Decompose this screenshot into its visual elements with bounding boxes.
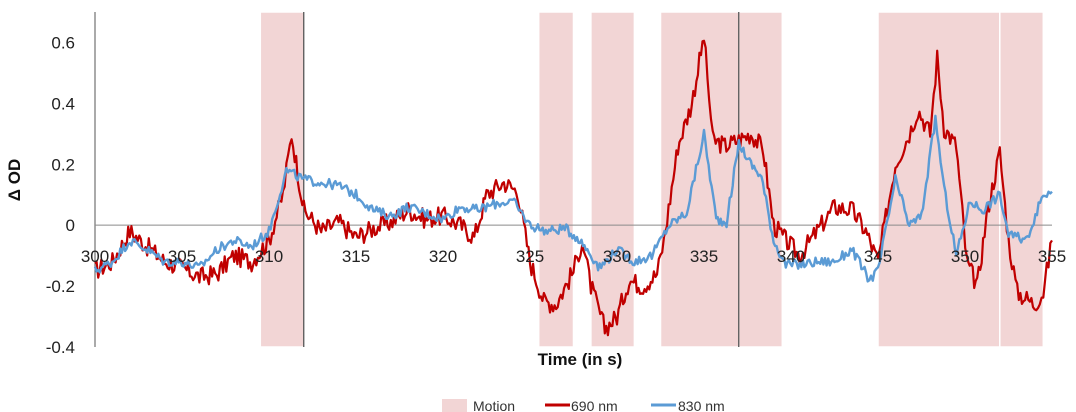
x-tick-label: 355: [1038, 247, 1066, 266]
legend-label-motion: Motion: [473, 398, 515, 412]
y-tick-label: -0.4: [46, 338, 75, 357]
x-tick-label: 305: [168, 247, 196, 266]
series-line-690nm: [94, 39, 1053, 337]
x-tick-label: 345: [864, 247, 892, 266]
x-tick-label: 320: [429, 247, 457, 266]
x-tick-label: 335: [690, 247, 718, 266]
motion-band: [999, 11, 1045, 348]
x-tick-label: 300: [81, 247, 109, 266]
y-axis-title: Δ OD: [5, 159, 24, 201]
legend: Motion 690 nm 830 nm: [442, 398, 725, 412]
y-tick-label: 0.6: [51, 33, 75, 52]
series: [93, 39, 1053, 337]
y-tick-label: -0.2: [46, 277, 75, 296]
motion-bands: [259, 11, 1045, 348]
x-tick-label: 350: [951, 247, 979, 266]
event-markers: [303, 12, 740, 347]
x-tick-label: 315: [342, 247, 370, 266]
x-tick-label: 330: [603, 247, 631, 266]
y-tick-labels: 0.6 0.4 0.2 0 -0.2 -0.4: [46, 33, 75, 357]
legend-label-690nm: 690 nm: [571, 398, 618, 412]
legend-swatch-motion: [442, 399, 467, 412]
x-tick-label: 340: [777, 247, 805, 266]
y-tick-label: 0: [66, 216, 75, 235]
y-tick-label: 0.2: [51, 155, 75, 174]
x-tick-label: 310: [255, 247, 283, 266]
series-line-830nm: [93, 114, 1053, 283]
legend-label-830nm: 830 nm: [678, 398, 725, 412]
y-tick-label: 0.4: [51, 94, 75, 113]
x-tick-labels: 300 305 310 315 320 325 330 335 340 345 350 355: [81, 247, 1066, 266]
x-tick-label: 325: [516, 247, 544, 266]
x-axis-title: Time (in s): [538, 350, 623, 369]
motion-band: [537, 11, 575, 348]
motion-band: [738, 11, 784, 348]
